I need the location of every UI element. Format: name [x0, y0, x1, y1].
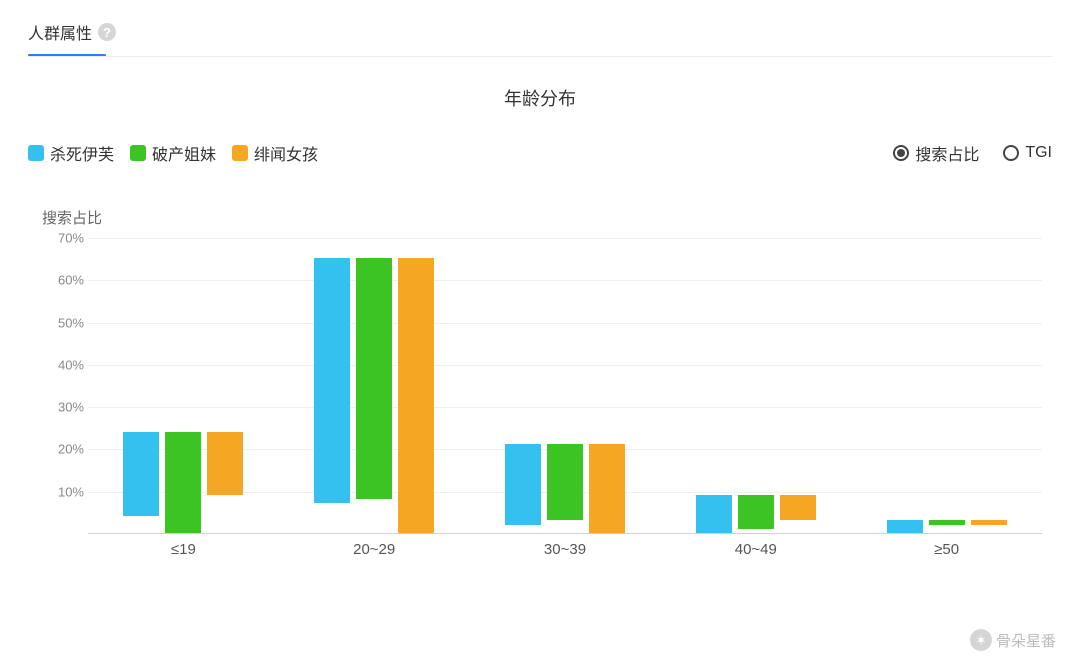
y-tick-label: 60% [42, 273, 84, 288]
bar[interactable] [398, 258, 434, 533]
bar[interactable] [165, 432, 201, 533]
chart-title: 年龄分布 [28, 85, 1052, 111]
radio-icon [893, 145, 909, 161]
y-tick-label: 10% [42, 484, 84, 499]
x-tick-label: 20~29 [353, 541, 395, 558]
section-header: 人群属性 ? [28, 20, 1052, 44]
bar-group [887, 520, 1007, 533]
legend-label: 绯闻女孩 [254, 141, 318, 165]
legend-item[interactable]: 绯闻女孩 [232, 141, 318, 165]
bar[interactable] [929, 520, 965, 524]
bar[interactable] [207, 432, 243, 495]
x-tick-label: ≥50 [934, 541, 959, 558]
gridline [88, 407, 1042, 408]
chart-area: 10%20%30%40%50%60%70%≤1920~2930~3940~49≥… [42, 238, 1052, 558]
watermark: ✶ 骨朵星番 [970, 629, 1056, 651]
bar[interactable] [356, 258, 392, 499]
bar[interactable] [696, 495, 732, 533]
bar[interactable] [314, 258, 350, 503]
legend-label: 破产姐妹 [152, 141, 216, 165]
y-axis-title: 搜索占比 [42, 207, 1052, 228]
metric-radio-group: 搜索占比 TGI [893, 141, 1052, 165]
x-tick-label: 40~49 [735, 541, 777, 558]
gridline [88, 280, 1042, 281]
radio-label: 搜索占比 [915, 141, 979, 165]
y-tick-label: 20% [42, 442, 84, 457]
header-divider [28, 56, 1052, 57]
radio-icon [1003, 145, 1019, 161]
legend-items: 杀死伊芙 破产姐妹 绯闻女孩 [28, 141, 318, 165]
legend-label: 杀死伊芙 [50, 141, 114, 165]
bar-group [696, 495, 816, 533]
bar[interactable] [780, 495, 816, 520]
radio-ratio[interactable]: 搜索占比 [893, 141, 979, 165]
bar[interactable] [971, 520, 1007, 524]
bar[interactable] [547, 444, 583, 520]
y-tick-label: 40% [42, 357, 84, 372]
bar[interactable] [738, 495, 774, 529]
bar[interactable] [887, 520, 923, 533]
radio-tgi[interactable]: TGI [1003, 144, 1052, 162]
help-icon[interactable]: ? [98, 23, 116, 41]
bar-group [505, 444, 625, 533]
bar-group [123, 432, 243, 533]
bar[interactable] [505, 444, 541, 524]
legend-swatch [130, 145, 146, 161]
legend-item[interactable]: 破产姐妹 [130, 141, 216, 165]
gridline [88, 365, 1042, 366]
wechat-icon: ✶ [970, 629, 992, 651]
y-tick-label: 70% [42, 231, 84, 246]
plot-region [88, 238, 1042, 534]
bar[interactable] [589, 444, 625, 533]
y-tick-label: 30% [42, 400, 84, 415]
radio-label: TGI [1025, 144, 1052, 162]
legend-row: 杀死伊芙 破产姐妹 绯闻女孩 搜索占比 TGI [28, 141, 1052, 165]
legend-item[interactable]: 杀死伊芙 [28, 141, 114, 165]
x-tick-label: ≤19 [171, 541, 196, 558]
gridline [88, 323, 1042, 324]
y-tick-label: 50% [42, 315, 84, 330]
gridline [88, 238, 1042, 239]
x-tick-label: 30~39 [544, 541, 586, 558]
legend-swatch [28, 145, 44, 161]
section-title: 人群属性 [28, 20, 92, 44]
watermark-text: 骨朵星番 [996, 630, 1056, 651]
legend-swatch [232, 145, 248, 161]
bar-group [314, 258, 434, 533]
bar[interactable] [123, 432, 159, 517]
